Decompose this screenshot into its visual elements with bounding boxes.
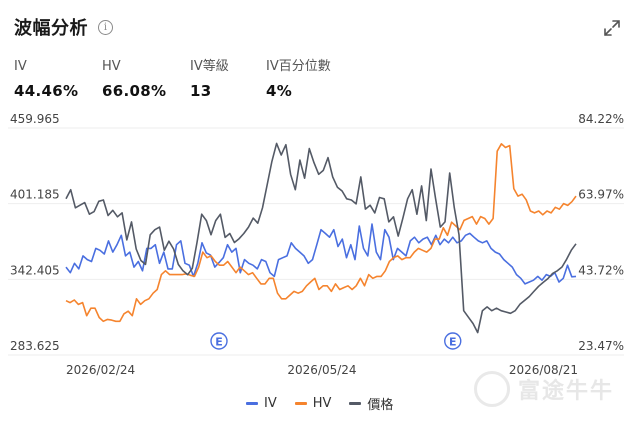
series-line-price: [65, 142, 577, 334]
x-axis-tick-label: 2026/05/24: [287, 363, 356, 377]
legend-label-hv: HV: [312, 396, 332, 411]
watermark: 富途牛牛: [473, 371, 614, 407]
panel-header: 波幅分析 i: [14, 14, 113, 40]
legend-label-price: 價格: [367, 398, 394, 413]
stat-iv-percentile-label: IV百分位數: [266, 59, 331, 74]
panel-title: 波幅分析: [14, 18, 88, 39]
stat-iv-value: 44.46%: [14, 82, 79, 100]
futu-logo-icon: [473, 371, 510, 407]
stat-iv: IV 44.46%: [14, 58, 102, 100]
watermark-text: 富途牛牛: [517, 379, 614, 404]
earnings-event-label: E: [449, 336, 457, 349]
left-axis-tick-label: 342.405: [10, 263, 60, 277]
stat-iv-percentile: IV百分位數 4%: [266, 58, 366, 100]
right-axis-tick-label: 84.22%: [578, 112, 624, 126]
earnings-event-label: E: [215, 336, 223, 349]
left-axis-tick-label: 459.965: [10, 112, 60, 126]
legend-label-iv: IV: [264, 396, 277, 411]
legend-item-iv[interactable]: IV: [246, 396, 277, 411]
legend-item-price[interactable]: 價格: [349, 394, 393, 413]
expand-icon[interactable]: [602, 18, 622, 38]
stat-hv-value: 66.08%: [102, 82, 167, 100]
series-line-hv: [65, 143, 577, 323]
chart-legend: IV HV 價格: [246, 394, 411, 413]
stat-iv-label: IV: [14, 59, 27, 74]
stat-hv: HV 66.08%: [102, 58, 190, 100]
earnings-event-marker: [210, 332, 228, 350]
legend-swatch-price: [349, 402, 362, 405]
info-icon[interactable]: i: [98, 19, 113, 35]
x-axis-tick-label: 2026/02/24: [66, 363, 135, 377]
stat-iv-rank-value: 13: [190, 82, 212, 100]
stats-row: IV 44.46% HV 66.08% IV等級 13 IV百分位數 4%: [14, 58, 366, 100]
stat-iv-rank: IV等級 13: [190, 58, 266, 100]
stat-iv-percentile-value: 4%: [266, 82, 293, 100]
series-line-iv: [65, 223, 577, 285]
legend-item-hv[interactable]: HV: [294, 396, 332, 411]
stat-iv-rank-label: IV等級: [190, 59, 229, 74]
earnings-event-marker: [444, 332, 462, 350]
right-axis-tick-label: 23.47%: [578, 339, 624, 353]
right-axis-tick-label: 63.97%: [578, 188, 624, 202]
left-axis-tick-label: 283.625: [10, 339, 60, 353]
left-axis-tick-label: 401.185: [10, 188, 60, 202]
legend-swatch-iv: [246, 402, 258, 405]
legend-swatch-hv: [294, 402, 307, 405]
stat-hv-label: HV: [102, 59, 121, 74]
right-axis-tick-label: 43.72%: [578, 263, 624, 277]
